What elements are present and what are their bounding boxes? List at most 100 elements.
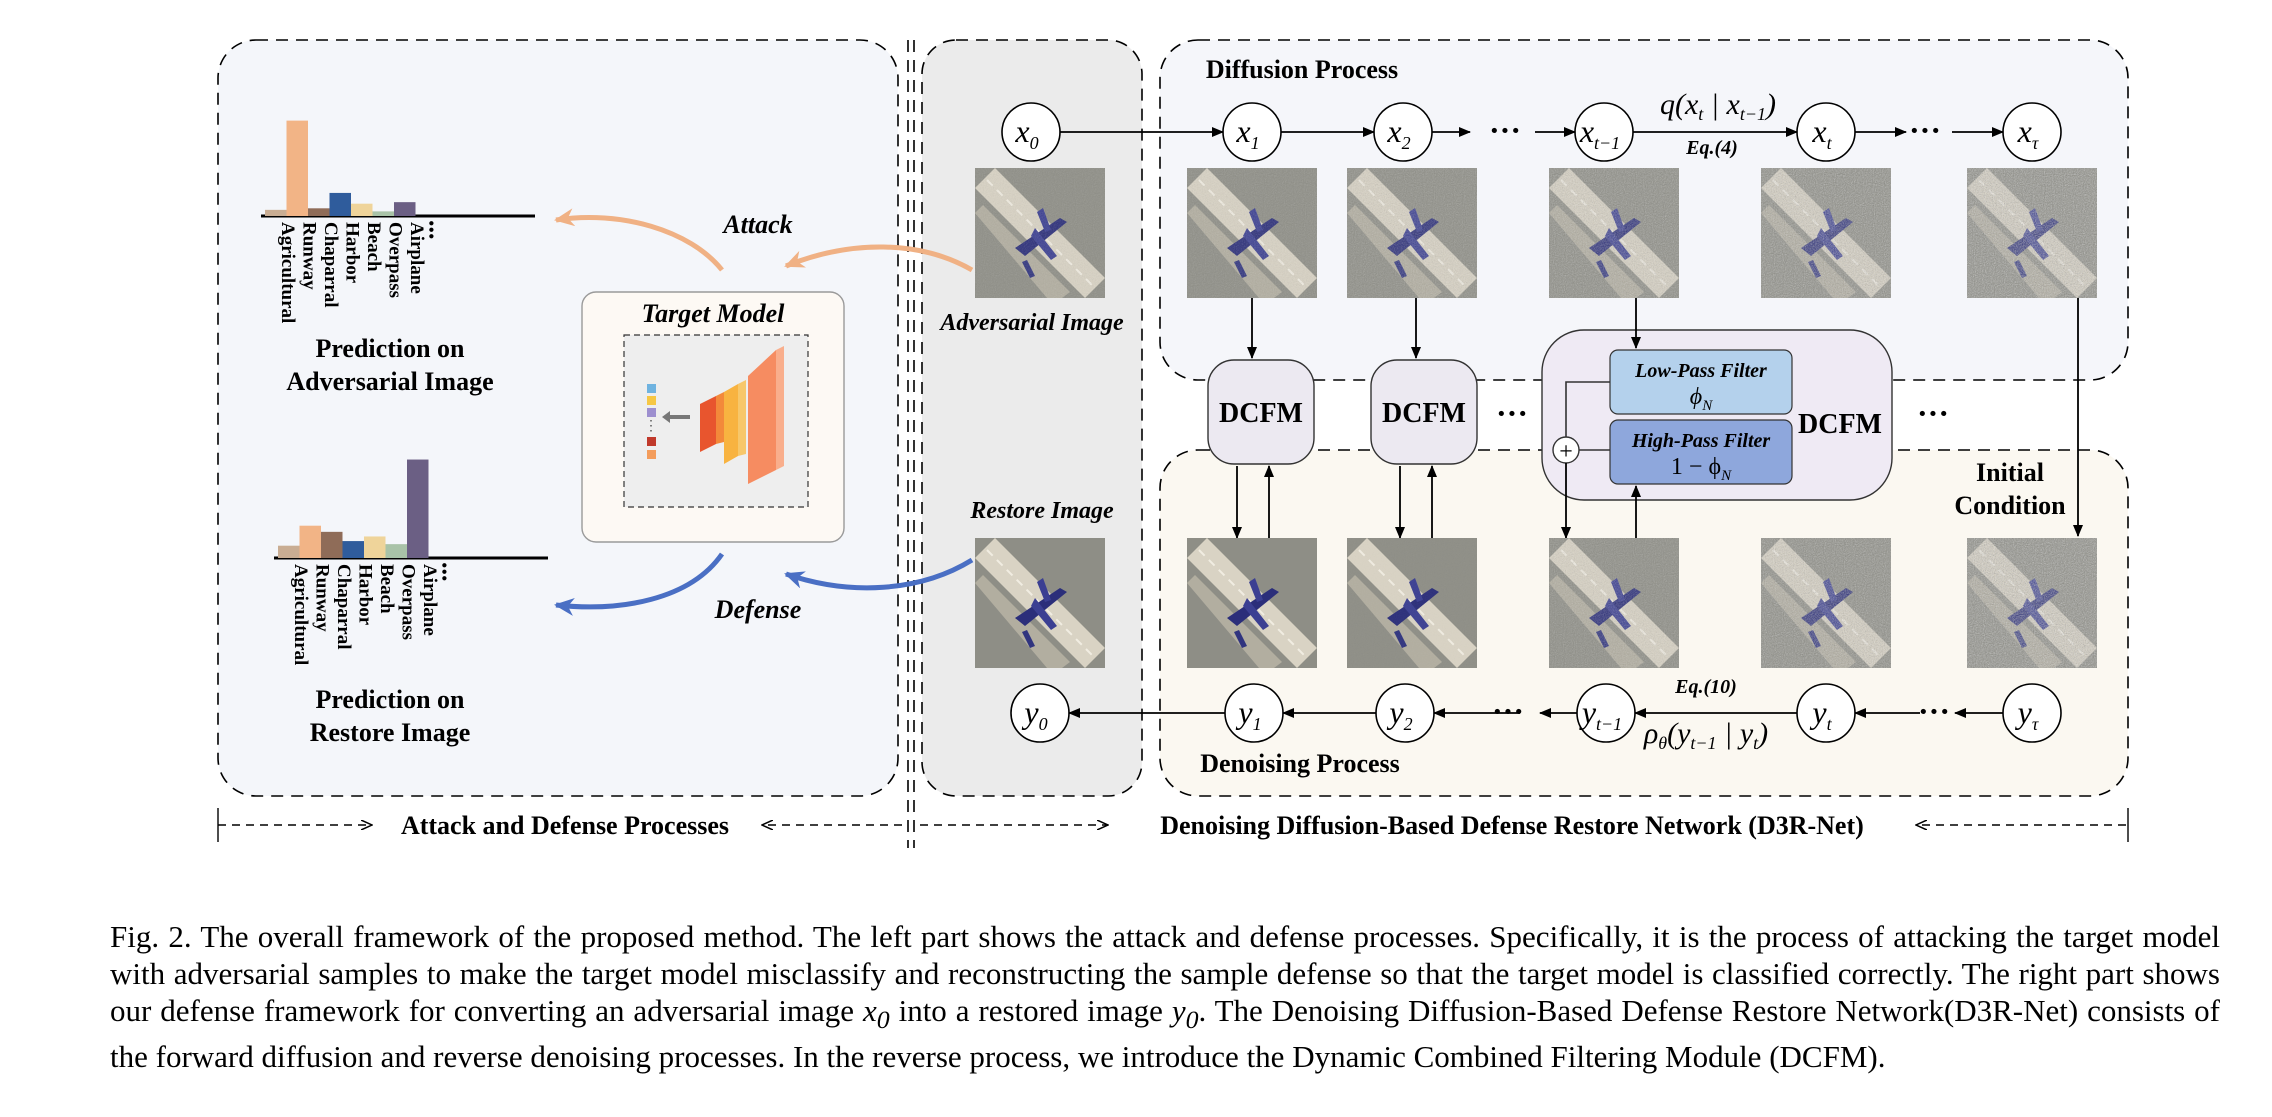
svg-text:⋮: ⋮ <box>644 419 658 434</box>
adversarial-image-label: Adversarial Image <box>938 310 1124 336</box>
ellipsis-dots: ··· <box>1492 693 1524 729</box>
dcfm-ellipsis: ··· <box>1496 395 1528 431</box>
rho-formula: ρθ(yt−1 | yt) <box>1643 717 1768 753</box>
dcfm-ellipsis-right: ··· <box>1917 395 1949 431</box>
eq10-label: Eq.(10) <box>1674 676 1737 698</box>
dcfm-block-2: DCFM <box>1370 359 1478 465</box>
defense-label: Defense <box>714 595 802 624</box>
tick-label-runway: Runway <box>298 222 319 290</box>
low-pass-filter-label: Low-Pass Filter <box>1634 360 1767 382</box>
denoising-image-3 <box>1549 538 1679 668</box>
framework-diagram: Agricultural Runway Chaparral Harbor Beach Ov… <box>217 39 2129 848</box>
dcfm-detail-block: Low-Pass Filter ϕN High-Pass Filter 1 − … <box>1541 329 1893 501</box>
plus-icon: + <box>1559 439 1573 465</box>
adversarial-image <box>975 168 1105 298</box>
initial-condition-line2: Condition <box>1954 491 2066 520</box>
tick-label-harbor: Harbor <box>341 222 362 284</box>
defense-arrow-1 <box>554 552 725 616</box>
x-node-label-1: x1 <box>1235 113 1259 153</box>
x-node-label-3: xt−1 <box>1579 113 1620 153</box>
tick-label-airplane: Airplane <box>419 564 440 636</box>
denoising-image-4 <box>1761 538 1891 668</box>
caption-math-y0: y0 <box>1171 993 1199 1035</box>
figure-caption: Fig. 2. The overall framework of the pro… <box>110 918 2220 1075</box>
x-node-label-0: x0 <box>1014 113 1038 153</box>
denoising-image-2 <box>1347 538 1477 668</box>
bar-airplane <box>394 202 416 216</box>
tick-label-agricultural: Agricultural <box>277 222 298 323</box>
svg-text:DCFM: DCFM <box>1219 398 1303 429</box>
tick-label-runway: Runway <box>311 564 332 632</box>
attack-arrow-2 <box>784 244 974 273</box>
tick-label-overpass: Overpass <box>397 564 418 640</box>
y-node-label-3: yt−1 <box>1579 694 1622 734</box>
bar-agricultural <box>265 209 287 216</box>
tick-label-harbor: Harbor <box>354 564 375 626</box>
tick-label-beach: Beach <box>376 564 397 614</box>
eq4-label: Eq.(4) <box>1685 137 1738 159</box>
adversarial-prediction-chart: Agricultural Runway Chaparral Harbor Beach Ov… <box>261 120 535 323</box>
diffusion-image-2 <box>1347 168 1477 298</box>
tick-label-airplane: Airplane <box>406 222 427 294</box>
ellipsis-dots: ··· <box>1909 112 1941 148</box>
tick-label-chaparral: Chaparral <box>320 222 341 308</box>
ellipsis-dots: ··· <box>1489 112 1521 148</box>
prediction-restore-line2: Restore Image <box>310 718 471 747</box>
bar-runway <box>299 525 321 558</box>
neural-network-icon: ⋮ <box>644 346 784 484</box>
tick-label-ellipsis: ... <box>424 220 453 240</box>
caption-part-2: into a restored image <box>889 993 1172 1028</box>
y-node-label-4: yt <box>1809 694 1832 734</box>
high-pass-symbol: 1 − ϕN <box>1671 454 1732 484</box>
bar-chaparral <box>321 531 343 558</box>
y-node-label-1: y1 <box>1235 694 1261 734</box>
dcfm-detail-label: DCFM <box>1798 409 1882 440</box>
right-section-title: Denoising Diffusion-Based Defense Restor… <box>1160 811 1864 840</box>
tick-label-beach: Beach <box>363 222 384 272</box>
x-node-label-5: xτ <box>2017 113 2039 153</box>
denoising-image-1 <box>1187 538 1317 668</box>
bar-harbor <box>342 541 364 558</box>
bar-beach <box>364 536 386 558</box>
prediction-adversarial-line2: Adversarial Image <box>286 367 493 396</box>
diffusion-image-3 <box>1549 168 1679 298</box>
y-node-label-2: y2 <box>1386 694 1412 734</box>
prediction-adversarial-line1: Prediction on <box>315 334 465 363</box>
defense-arrow-2 <box>784 557 974 591</box>
restore-prediction-chart: Agricultural Runway Chaparral Harbor Beach Ov… <box>274 459 548 665</box>
tick-label-chaparral: Chaparral <box>333 564 354 650</box>
tick-label-overpass: Overpass <box>384 222 405 298</box>
y-node-label-0: y0 <box>1021 694 1047 734</box>
q-formula: q(xt | xt−1) <box>1660 88 1776 124</box>
restore-image-label: Restore Image <box>969 498 1114 524</box>
diffusion-image-4 <box>1761 168 1891 298</box>
bar-airplane <box>407 459 429 558</box>
bar-agricultural <box>278 545 300 558</box>
caption-part-3: . The Denoising Diffusion-Based Defense … <box>110 993 2220 1075</box>
caption-math-x0: x0 <box>862 993 890 1035</box>
left-panel <box>217 39 899 797</box>
restore-image <box>975 538 1105 668</box>
dcfm-block-1: DCFM <box>1207 359 1315 465</box>
bar-chaparral <box>308 208 330 216</box>
bar-runway <box>286 120 308 216</box>
denoising-image-5 <box>1967 538 2097 668</box>
diffusion-image-5 <box>1967 168 2097 298</box>
ellipsis-dots: ··· <box>1918 693 1950 729</box>
left-section-title: Attack and Defense Processes <box>401 811 729 840</box>
low-pass-symbol: ϕN <box>1690 384 1713 414</box>
attack-arrow-1 <box>554 208 724 272</box>
tick-label-agricultural: Agricultural <box>290 564 311 665</box>
attack-label: Attack <box>721 210 792 239</box>
svg-text:DCFM: DCFM <box>1382 398 1466 429</box>
target-model-label: Target Model <box>642 299 786 328</box>
caption-part-1: Fig. 2. The overall framework of the pro… <box>110 919 2220 1028</box>
high-pass-filter-box <box>1609 419 1793 485</box>
y-node-label-5: yτ <box>2015 694 2039 734</box>
tick-label-ellipsis: ... <box>437 562 466 582</box>
high-pass-filter-label: High-Pass Filter <box>1631 430 1771 452</box>
bar-overpass <box>372 211 394 216</box>
diffusion-image-1 <box>1187 168 1317 298</box>
bar-overpass <box>385 544 407 558</box>
bar-beach <box>351 203 373 216</box>
